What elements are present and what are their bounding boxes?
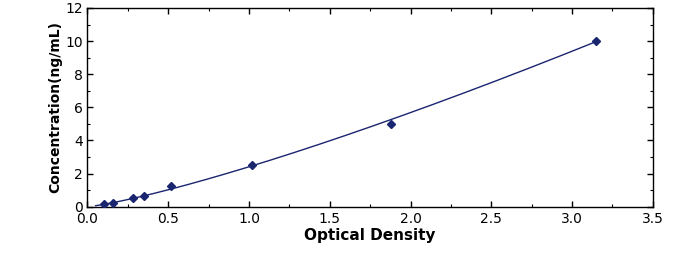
- X-axis label: Optical Density: Optical Density: [304, 228, 436, 243]
- Y-axis label: Concentration(ng/mL): Concentration(ng/mL): [48, 21, 62, 193]
